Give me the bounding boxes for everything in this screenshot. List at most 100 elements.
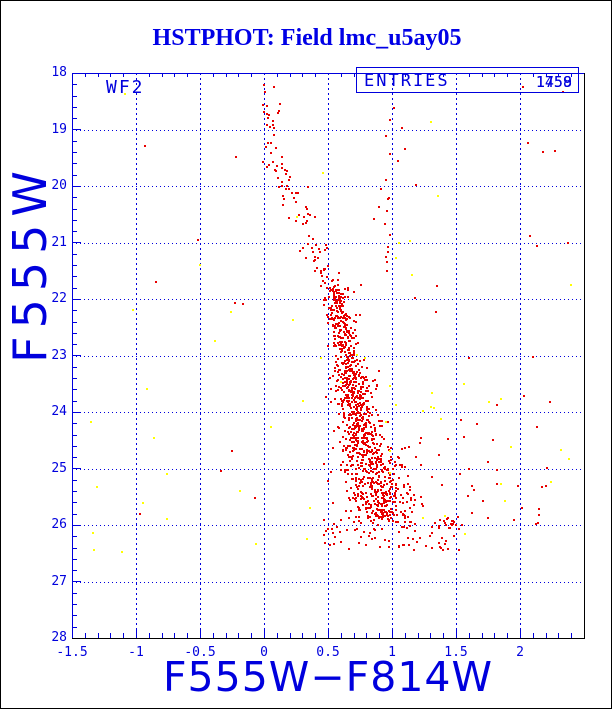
- data-point: [343, 301, 345, 303]
- data-point: [362, 383, 364, 385]
- data-point: [367, 411, 369, 413]
- data-point: [381, 453, 383, 455]
- data-point: [367, 477, 369, 479]
- data-point: [356, 473, 358, 475]
- data-point: [365, 424, 367, 426]
- y-tick-label: 27: [51, 574, 67, 589]
- data-point: [365, 507, 367, 509]
- data-point: [351, 337, 353, 339]
- data-point: [371, 396, 373, 398]
- data-point: [368, 432, 370, 434]
- data-point: [342, 408, 344, 410]
- data-point: [372, 522, 374, 524]
- data-point: [510, 446, 512, 448]
- data-point: [367, 440, 369, 442]
- data-point: [366, 496, 368, 498]
- data-point: [335, 323, 337, 325]
- data-point: [380, 461, 382, 463]
- data-point: [349, 460, 351, 462]
- data-point: [335, 390, 337, 392]
- data-point: [358, 405, 360, 407]
- data-point: [357, 403, 359, 405]
- data-point: [352, 332, 354, 334]
- data-point: [350, 381, 352, 383]
- data-point: [375, 494, 377, 496]
- x-tick-label: 1.5: [444, 645, 468, 660]
- data-point: [362, 381, 364, 383]
- data-point: [395, 490, 397, 492]
- data-point: [342, 344, 344, 346]
- data-point: [220, 470, 222, 472]
- data-point: [230, 311, 232, 313]
- data-point: [327, 316, 329, 318]
- data-point: [394, 492, 396, 494]
- data-point: [337, 358, 339, 360]
- data-point: [357, 437, 359, 439]
- data-point: [345, 481, 347, 483]
- data-point: [318, 248, 320, 250]
- data-point: [344, 397, 346, 399]
- data-point: [351, 428, 353, 430]
- data-point: [155, 281, 157, 283]
- data-point: [356, 486, 358, 488]
- data-point: [375, 498, 377, 500]
- data-point: [357, 419, 359, 421]
- data-point: [335, 385, 337, 387]
- data-point: [272, 120, 274, 122]
- data-point: [391, 483, 393, 485]
- data-point: [335, 361, 337, 363]
- data-point: [327, 322, 329, 324]
- data-point: [350, 407, 352, 409]
- data-point: [363, 531, 365, 533]
- data-point: [340, 381, 342, 383]
- data-point: [361, 481, 363, 483]
- data-point: [363, 424, 365, 426]
- data-point: [350, 345, 352, 347]
- data-point: [420, 437, 422, 439]
- data-point: [344, 381, 346, 383]
- data-point: [380, 482, 382, 484]
- data-point: [334, 335, 336, 337]
- data-point: [333, 293, 335, 295]
- data-point: [401, 448, 403, 450]
- data-point: [341, 348, 343, 350]
- data-point: [356, 424, 358, 426]
- data-point: [463, 383, 465, 385]
- data-point: [390, 517, 392, 519]
- data-point: [330, 309, 332, 311]
- data-point: [272, 124, 274, 126]
- data-point: [340, 541, 342, 543]
- data-point: [431, 476, 433, 478]
- data-point: [347, 287, 349, 289]
- data-point: [376, 449, 378, 451]
- data-point: [347, 289, 349, 291]
- data-point: [371, 431, 373, 433]
- data-point: [395, 505, 397, 507]
- data-point: [324, 282, 326, 284]
- data-point: [377, 456, 379, 458]
- data-point: [335, 290, 337, 292]
- data-point: [337, 317, 339, 319]
- data-point: [337, 389, 339, 391]
- data-point: [471, 485, 473, 487]
- data-point: [299, 250, 301, 252]
- data-point: [355, 516, 357, 518]
- data-point: [378, 458, 380, 460]
- data-point: [355, 385, 357, 387]
- data-point: [385, 501, 387, 503]
- data-point: [389, 477, 391, 479]
- data-point: [448, 527, 450, 529]
- data-point: [386, 261, 388, 263]
- data-point: [378, 461, 380, 463]
- data-point: [339, 336, 341, 338]
- data-point: [297, 192, 299, 194]
- data-point: [338, 295, 340, 297]
- data-point: [273, 86, 275, 88]
- data-point: [334, 370, 336, 372]
- data-point: [371, 512, 373, 514]
- data-point: [393, 107, 395, 109]
- data-point: [379, 425, 381, 427]
- data-point: [349, 499, 351, 501]
- data-point: [459, 473, 461, 475]
- data-point: [438, 454, 440, 456]
